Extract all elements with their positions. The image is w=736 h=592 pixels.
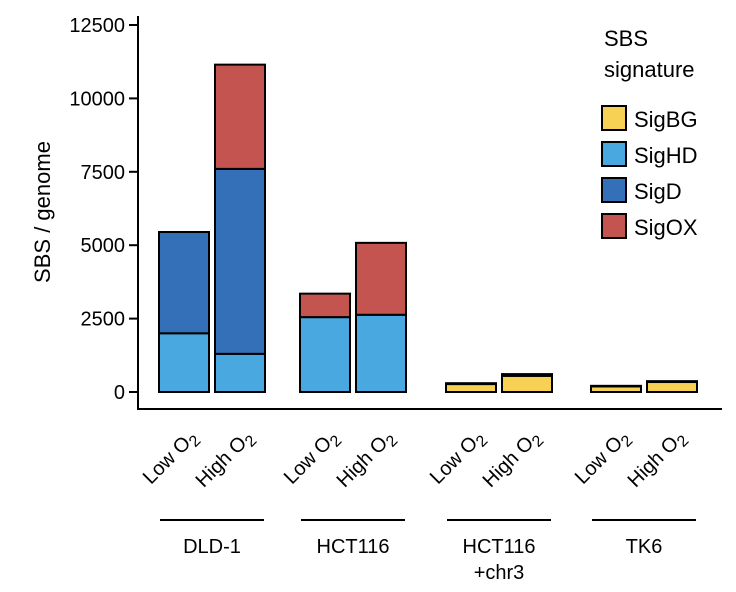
legend-label-sighd: SigHD — [634, 143, 698, 168]
legend-title-line-2: signature — [604, 57, 695, 82]
bar-segment-hct116-high-sigox — [355, 241, 407, 316]
bar-segment-dld-1-low-sigd — [158, 230, 210, 335]
group-label: +chr3 — [474, 562, 525, 584]
x-tick-label: High O2 — [624, 426, 693, 495]
legend-title-line-1: SBS — [604, 26, 648, 51]
bar-segment-tk6-low-sigox — [590, 384, 642, 388]
bar-segment-tk6-high-sigox — [646, 380, 698, 384]
x-tick-label: Low O2 — [426, 426, 492, 492]
y-tick-label: 5000 — [81, 235, 126, 257]
bar-segment-dld-1-high-sighd — [214, 352, 266, 393]
y-tick-label: 12500 — [69, 15, 125, 37]
group-label: HCT116 — [463, 536, 536, 558]
x-tick-label: High O2 — [479, 426, 548, 495]
legend-swatch-sighd — [601, 141, 627, 167]
x-tick-label: Low O2 — [139, 426, 205, 492]
y-tick-label: 2500 — [81, 309, 126, 331]
x-tick-label: Low O2 — [280, 426, 346, 492]
bar-segment-hct116-chr3-high-sigox — [501, 373, 553, 377]
legend-swatch-sigbg — [601, 105, 627, 131]
legend-label-sigd: SigD — [634, 179, 682, 204]
bar-segment-hct116-low-sighd — [299, 316, 351, 393]
x-tick-label: High O2 — [192, 426, 261, 495]
x-tick-label: High O2 — [333, 426, 402, 495]
y-tick-label: 0 — [114, 382, 125, 404]
legend-label-sigbg: SigBG — [634, 107, 698, 132]
bar-segment-hct116-chr3-high-sigbg — [501, 374, 553, 393]
legend-swatch-sigd — [601, 177, 627, 203]
bar-segment-hct116-chr3-low-sigox — [445, 382, 497, 386]
group-label: TK6 — [626, 536, 663, 558]
bar-segment-hct116-low-sigox — [299, 292, 351, 319]
legend-label-sigox: SigOX — [634, 215, 698, 240]
bar-segment-tk6-high-sigbg — [646, 381, 698, 394]
x-tick-label: Low O2 — [571, 426, 637, 492]
group-label: DLD-1 — [183, 536, 241, 558]
legend: SBS signature SigBG SigHD SigD SigOX — [601, 26, 698, 240]
y-tick-label: 7500 — [81, 162, 126, 184]
axes — [137, 16, 722, 410]
bar-segment-dld-1-high-sigd — [214, 167, 266, 355]
bar-segment-hct116-chr3-low-sigbg — [445, 383, 497, 394]
y-axis-label: SBS / genome — [30, 141, 55, 283]
legend-swatch-sigox — [601, 213, 627, 239]
bar-segment-hct116-high-sighd — [355, 313, 407, 393]
bar-segment-dld-1-low-sighd — [158, 332, 210, 393]
group-label: HCT116 — [317, 536, 390, 558]
bar-segment-dld-1-high-sigox — [214, 63, 266, 170]
y-tick-label: 10000 — [69, 88, 125, 110]
